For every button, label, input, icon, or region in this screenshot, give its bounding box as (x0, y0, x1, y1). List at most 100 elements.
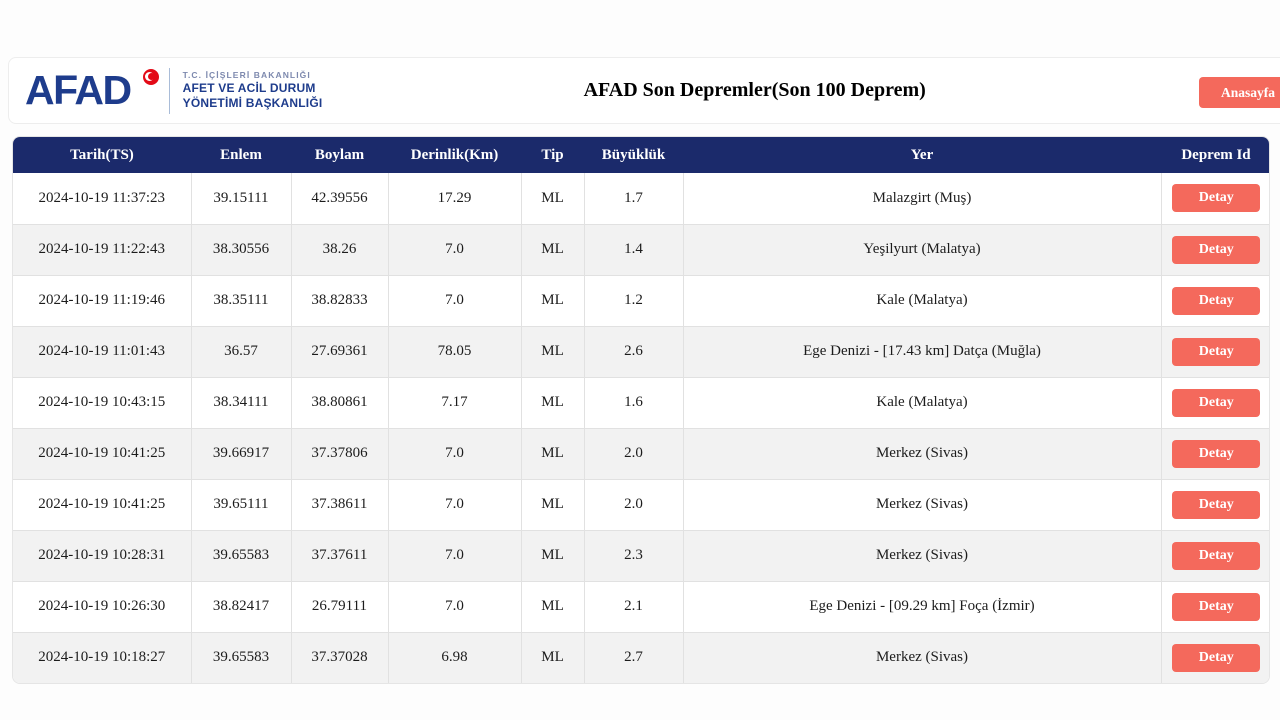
cell-tip: ML (521, 275, 585, 327)
ministry-line3: YÖNETİMİ BAŞKANLIĞI (182, 95, 323, 110)
ministry-name: T.C. İÇİŞLERİ BAKANLIĞI AFET VE ACİL DUR… (183, 70, 323, 111)
cell-tip: ML (521, 173, 585, 225)
cell-enlem: 39.65583 (191, 530, 292, 582)
col-header-yer: Yer (683, 137, 1161, 173)
cell-deprem-id: Detay (1161, 275, 1269, 327)
earthquake-table-card: Tarih(TS) Enlem Boylam Derinlik(Km) Tip … (12, 136, 1270, 684)
earthquake-row: 2024-10-19 11:19:46 38.35111 38.82833 7.0 ML… (13, 275, 1269, 327)
cell-enlem: 39.15111 (191, 173, 292, 225)
table-header-row: Tarih(TS) Enlem Boylam Derinlik(Km) Tip … (13, 137, 1269, 173)
cell-tarih: 2024-10-19 11:22:43 (13, 224, 192, 276)
cell-derinlik: 7.0 (388, 428, 522, 480)
cell-tip: ML (521, 377, 585, 429)
cell-enlem: 38.30556 (191, 224, 292, 276)
earthquake-row: 2024-10-19 10:28:31 39.65583 37.37611 7.0 ML… (13, 530, 1269, 582)
cell-buyukluk: 2.0 (584, 479, 684, 531)
cell-deprem-id: Detay (1161, 530, 1269, 582)
cell-enlem: 38.34111 (191, 377, 292, 429)
earthquake-row: 2024-10-19 11:22:43 38.30556 38.26 7.0 ML 1.4… (13, 224, 1269, 276)
cell-yer: Merkez (Sivas) (683, 632, 1162, 683)
cell-buyukluk: 2.3 (584, 530, 684, 582)
col-header-tarih: Tarih(TS) (13, 137, 191, 173)
cell-tarih: 2024-10-19 10:41:25 (13, 479, 192, 531)
earthquake-row: 2024-10-19 10:41:25 39.66917 37.37806 7.0 ML… (13, 428, 1269, 480)
cell-tip: ML (521, 479, 585, 531)
detail-button[interactable]: Detay (1172, 337, 1261, 366)
cell-buyukluk: 2.7 (584, 632, 684, 683)
turkish-flag-icon (142, 68, 159, 85)
detail-button[interactable]: Detay (1172, 643, 1261, 672)
cell-enlem: 39.66917 (191, 428, 292, 480)
cell-buyukluk: 2.6 (584, 326, 684, 378)
cell-boylam: 26.79111 (291, 581, 389, 633)
col-header-buyukluk: Büyüklük (584, 137, 683, 173)
cell-tip: ML (521, 224, 585, 276)
cell-enlem: 39.65111 (191, 479, 292, 531)
cell-enlem: 36.57 (191, 326, 292, 378)
cell-boylam: 37.37611 (291, 530, 389, 582)
cell-tarih: 2024-10-19 10:41:25 (13, 428, 192, 480)
earthquake-row: 2024-10-19 10:41:25 39.65111 37.38611 7.0 ML… (13, 479, 1269, 531)
cell-derinlik: 6.98 (388, 632, 522, 683)
detail-button[interactable]: Detay (1172, 184, 1261, 213)
col-header-tip: Tip (521, 137, 584, 173)
cell-tip: ML (521, 632, 585, 683)
home-button[interactable]: Anasayfa (1199, 77, 1280, 108)
detail-button[interactable]: Detay (1172, 592, 1261, 621)
cell-buyukluk: 1.4 (584, 224, 684, 276)
detail-button[interactable]: Detay (1172, 439, 1261, 468)
cell-boylam: 38.26 (291, 224, 389, 276)
cell-enlem: 38.82417 (191, 581, 292, 633)
cell-enlem: 39.65583 (191, 632, 292, 683)
cell-derinlik: 17.29 (388, 173, 522, 225)
cell-derinlik: 7.17 (388, 377, 522, 429)
cell-yer: Ege Denizi - [17.43 km] Datça (Muğla) (683, 326, 1162, 378)
cell-deprem-id: Detay (1161, 479, 1269, 531)
cell-tarih: 2024-10-19 11:19:46 (13, 275, 192, 327)
cell-yer: Malazgirt (Muş) (683, 173, 1162, 225)
cell-tarih: 2024-10-19 11:01:43 (13, 326, 192, 378)
cell-yer: Merkez (Sivas) (683, 479, 1162, 531)
cell-boylam: 38.82833 (291, 275, 389, 327)
col-header-enlem: Enlem (191, 137, 291, 173)
cell-tarih: 2024-10-19 10:18:27 (13, 632, 192, 683)
cell-derinlik: 7.0 (388, 581, 522, 633)
afad-logo: AFAD T.C. İÇİŞLERİ BAKANLIĞI AFET VE ACİ… (25, 67, 323, 114)
cell-deprem-id: Detay (1161, 173, 1269, 225)
detail-button[interactable]: Detay (1172, 286, 1261, 315)
cell-deprem-id: Detay (1161, 377, 1269, 429)
cell-yer: Merkez (Sivas) (683, 428, 1162, 480)
col-header-boylam: Boylam (291, 137, 388, 173)
cell-tip: ML (521, 530, 585, 582)
cell-tarih: 2024-10-19 10:43:15 (13, 377, 192, 429)
cell-buyukluk: 1.7 (584, 173, 684, 225)
page-title: AFAD Son Depremler(Son 100 Deprem) (583, 79, 926, 101)
cell-deprem-id: Detay (1161, 224, 1269, 276)
cell-derinlik: 7.0 (388, 530, 522, 582)
logo-divider (168, 67, 170, 114)
earthquake-row: 2024-10-19 10:18:27 39.65583 37.37028 6.98 M… (13, 632, 1269, 683)
earthquake-row: 2024-10-19 10:26:30 38.82417 26.79111 7.0 ML… (13, 581, 1269, 633)
detail-button[interactable]: Detay (1172, 490, 1261, 519)
cell-derinlik: 7.0 (388, 275, 522, 327)
detail-button[interactable]: Detay (1172, 388, 1261, 417)
cell-tip: ML (521, 428, 585, 480)
detail-button[interactable]: Detay (1172, 541, 1261, 570)
cell-buyukluk: 1.2 (584, 275, 684, 327)
cell-yer: Merkez (Sivas) (683, 530, 1162, 582)
cell-boylam: 37.37806 (291, 428, 389, 480)
cell-deprem-id: Detay (1161, 581, 1269, 633)
cell-tarih: 2024-10-19 11:37:23 (13, 173, 192, 225)
cell-boylam: 42.39556 (291, 173, 389, 225)
col-header-deprem-id: Deprem Id (1161, 137, 1269, 173)
ministry-line1: T.C. İÇİŞLERİ BAKANLIĞI (182, 70, 311, 81)
cell-tarih: 2024-10-19 10:28:31 (13, 530, 192, 582)
page-header: AFAD T.C. İÇİŞLERİ BAKANLIĞI AFET VE ACİ… (8, 57, 1280, 124)
earthquake-table: Tarih(TS) Enlem Boylam Derinlik(Km) Tip … (13, 137, 1269, 683)
cell-yer: Ege Denizi - [09.29 km] Foça (İzmir) (683, 581, 1162, 633)
cell-tip: ML (521, 326, 585, 378)
detail-button[interactable]: Detay (1172, 235, 1261, 264)
cell-deprem-id: Detay (1161, 632, 1269, 683)
cell-boylam: 37.38611 (291, 479, 389, 531)
earthquake-row: 2024-10-19 11:37:23 39.15111 42.39556 17.29… (13, 173, 1269, 225)
